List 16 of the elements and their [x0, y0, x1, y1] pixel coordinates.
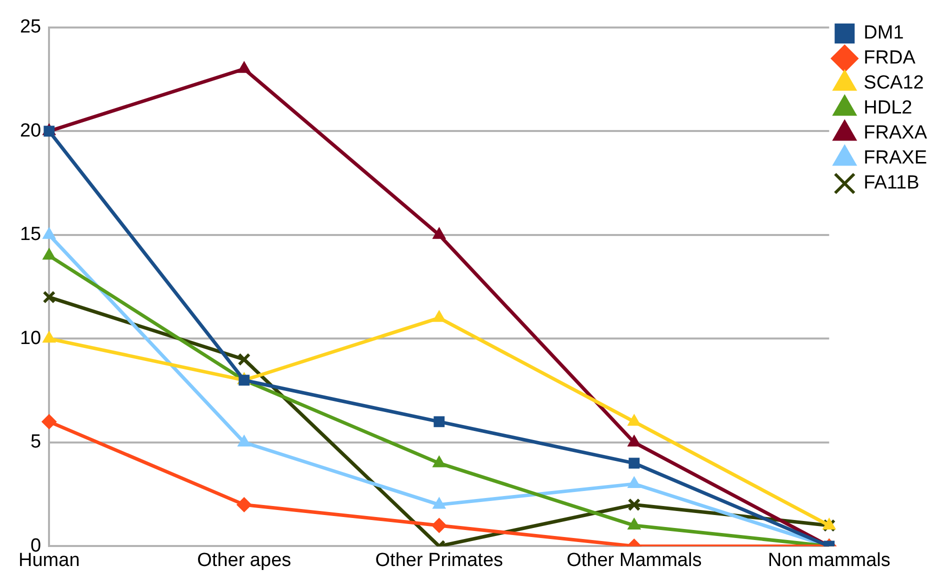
y-tick-label: 25 — [20, 16, 42, 38]
legend-label: SCA12 — [864, 72, 924, 94]
y-tick-label: 15 — [20, 224, 42, 246]
y-tick-label: 5 — [30, 432, 42, 453]
legend-label: FRDA — [864, 48, 916, 69]
y-tick-label: 20 — [20, 120, 42, 142]
x-tick-label: Other Primates — [375, 550, 504, 571]
x-tick-label: Other Mammals — [566, 550, 702, 571]
legend-label: HDL2 — [864, 98, 912, 119]
legend-label: DM1 — [864, 22, 904, 44]
legend-label: FRAXA — [864, 122, 928, 144]
legend-label: FRAXE — [864, 148, 928, 169]
x-tick-label: Non mammals — [768, 550, 890, 571]
y-tick-label: 10 — [20, 328, 42, 349]
legend-label: FA11B — [864, 172, 920, 194]
x-tick-label: Other apes — [197, 550, 292, 571]
